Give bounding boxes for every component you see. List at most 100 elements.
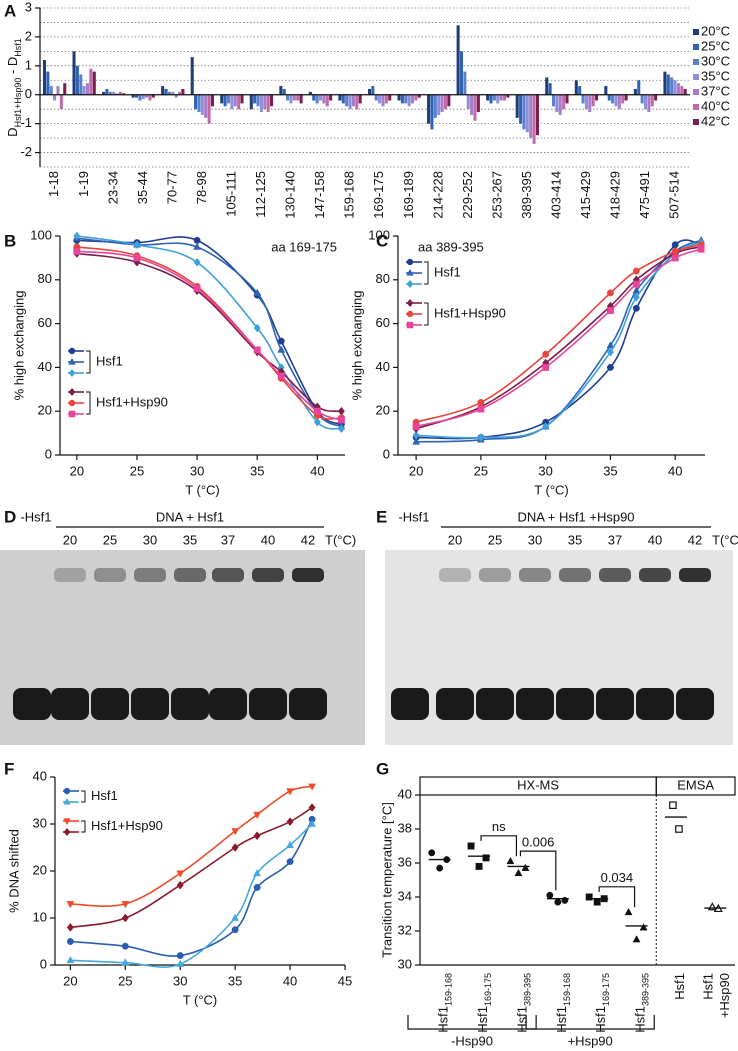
bar [473, 94, 477, 121]
x-tick-label: 30 [538, 463, 552, 478]
y-tick-label: 30 [398, 956, 412, 971]
significance-bracket [519, 850, 557, 891]
bar [259, 94, 263, 113]
significance-label: ns [492, 819, 506, 834]
bar [637, 80, 641, 95]
panel-letter: B [4, 231, 16, 250]
y-tick-label: 1 [25, 57, 32, 72]
bar [499, 94, 503, 101]
marker [475, 862, 483, 870]
y-tick-label: 36 [398, 854, 412, 869]
bar [351, 94, 355, 107]
marker [253, 811, 262, 819]
x-tick-label: 35 [228, 973, 242, 988]
legend-label: 37°C [701, 83, 730, 98]
marker [337, 424, 345, 434]
marker [467, 842, 475, 850]
x-tick-label: 112-125 [253, 171, 268, 218]
bar [181, 88, 185, 95]
marker [477, 398, 485, 406]
y-axis-label: Transition temperature [°C] [379, 802, 394, 958]
x-tick-label: 30 [190, 463, 204, 478]
marker [593, 898, 601, 906]
bar [463, 71, 467, 95]
bar [562, 94, 566, 110]
category-name: Hsf1 [554, 1006, 569, 1033]
marker [412, 430, 420, 440]
marker [253, 288, 262, 296]
bar [407, 94, 411, 107]
legend-bracket [86, 350, 91, 374]
bar [574, 80, 578, 95]
bar [443, 94, 447, 110]
bar [296, 94, 300, 101]
y-axis-label: % DNA shifted [6, 829, 21, 913]
bar [578, 86, 582, 95]
marker [253, 884, 261, 891]
bar [171, 91, 175, 95]
bar [374, 94, 378, 101]
y-label-part: Hsf1+Hsp90 [13, 78, 23, 128]
legend-marker [406, 310, 414, 318]
bar [233, 94, 237, 107]
bar [666, 74, 670, 95]
bar [122, 93, 126, 95]
bar [348, 94, 352, 110]
legend-label: 42°C [701, 113, 730, 128]
bar [75, 65, 79, 95]
bar [621, 94, 625, 104]
x-tick-label: 20 [63, 973, 77, 988]
bar [614, 94, 618, 107]
bar [190, 57, 194, 95]
bar [506, 94, 510, 98]
x-tick-label: 415-429 [578, 171, 593, 219]
bar [240, 94, 244, 104]
marker [121, 942, 129, 950]
marker [286, 788, 295, 796]
bar [433, 94, 437, 118]
bar [525, 94, 529, 133]
y-tick-label: 40 [38, 359, 52, 374]
bar [486, 94, 490, 101]
bar [654, 94, 658, 101]
bar [503, 94, 507, 101]
x-tick-label: 35 [603, 463, 617, 478]
bar [161, 86, 165, 95]
bar [226, 94, 231, 104]
x-tick-label: 507-514 [667, 171, 682, 219]
bar [318, 94, 323, 101]
category-subscript: 159-168 [444, 973, 454, 1006]
marker [66, 901, 75, 909]
bar [270, 94, 274, 107]
significance-bracket [598, 886, 636, 908]
bar [230, 94, 234, 110]
y-tick-label: 0 [383, 446, 390, 461]
marker [671, 254, 679, 262]
bar [46, 71, 50, 95]
legend-label: Hsf1+Hsp90 [434, 305, 506, 320]
x-tick-label: 35-44 [135, 171, 150, 204]
bar [102, 91, 106, 95]
legend-label: 35°C [701, 68, 730, 83]
category-label-2: +Hsp90 [717, 973, 732, 1018]
x-tick-label: 25 [118, 973, 132, 988]
bar [145, 94, 149, 98]
x-tick-label: 78-98 [194, 171, 209, 204]
y-tick-label: 60 [38, 315, 52, 330]
marker [193, 257, 201, 267]
legend-label: Hsf1+Hsp90 [91, 818, 163, 833]
category-subscript: 169-175 [483, 973, 493, 1006]
bar [308, 91, 312, 95]
bar [151, 94, 155, 98]
shifted-band [639, 568, 671, 582]
bar [427, 94, 431, 124]
bar [289, 94, 293, 104]
bar [683, 88, 687, 95]
bar [515, 94, 519, 118]
y-axis-label: % high exchanging [349, 291, 364, 401]
marker [337, 416, 345, 424]
bar [279, 86, 283, 95]
bar [286, 94, 290, 101]
free-dna-band [391, 688, 429, 720]
lane-label: 42 [301, 532, 315, 547]
